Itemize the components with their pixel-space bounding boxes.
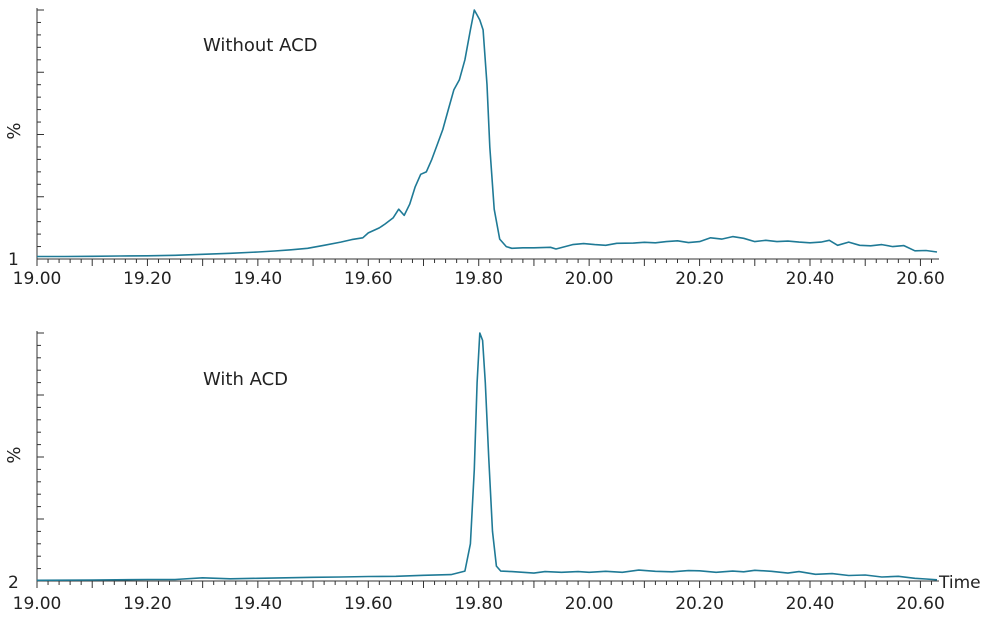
top-x-tick-label: 20.60	[896, 269, 945, 289]
bottom-x-tick-label: 19.60	[344, 594, 393, 614]
bottom-x-tick-label: 20.40	[786, 594, 835, 614]
bottom-x-tick-label: 20.00	[565, 594, 614, 614]
bottom-x-tick-label: 19.20	[123, 594, 172, 614]
top-x-tick-label: 20.40	[786, 269, 835, 289]
bottom-annotation: With ACD	[203, 369, 288, 390]
top-annotation: Without ACD	[203, 35, 318, 56]
top-x-tick-label: 19.60	[344, 269, 393, 289]
top-x-tick-label: 20.20	[675, 269, 724, 289]
bottom-x-axis-title: Time	[938, 573, 981, 593]
bottom-x-tick-label: 20.20	[675, 594, 724, 614]
bottom-x-tick-label: 19.40	[234, 594, 283, 614]
top-x-tick-label: 19.00	[13, 269, 62, 289]
top-x-tick-label: 20.00	[565, 269, 614, 289]
bottom-y-axis-label: %	[4, 446, 25, 463]
bottom-series-line	[36, 332, 938, 582]
top-y-axis-label: %	[4, 122, 25, 139]
bottom-x-tick-label: 19.80	[454, 594, 503, 614]
top-x-tick-label: 19.20	[123, 269, 172, 289]
top-series-line	[37, 9, 938, 258]
top-x-tick-label: 19.40	[234, 269, 283, 289]
bottom-x-tick-label: 20.60	[896, 594, 945, 614]
bottom-trace-label: 2	[8, 573, 19, 593]
top-x-tick-label: 19.80	[454, 269, 503, 289]
top-trace-label: 1	[8, 250, 19, 270]
bottom-x-tick-label: 19.00	[13, 594, 62, 614]
